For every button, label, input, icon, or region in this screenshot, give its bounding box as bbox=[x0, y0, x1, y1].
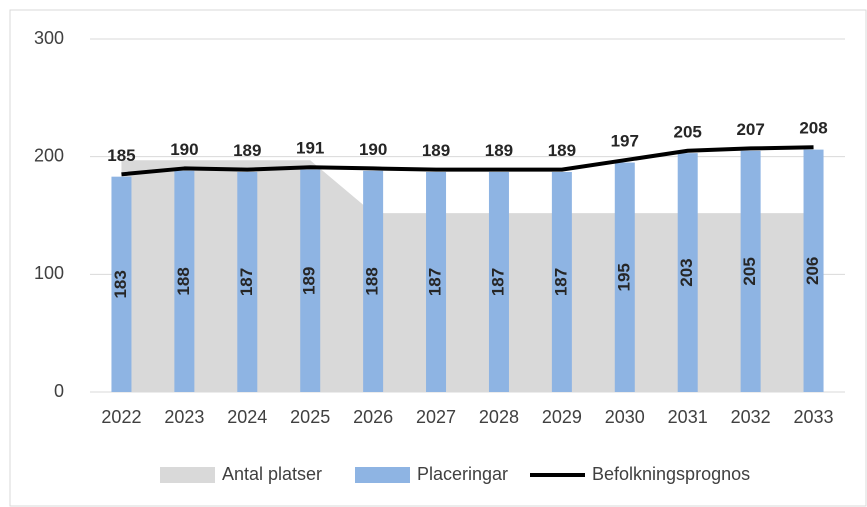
bar-value-label: 189 bbox=[300, 267, 319, 295]
x-tick-label: 2028 bbox=[479, 407, 519, 427]
bar bbox=[803, 149, 824, 392]
line bbox=[121, 145, 814, 177]
line-value-label: 190 bbox=[170, 140, 198, 159]
bar bbox=[174, 170, 195, 392]
legend-label: Placeringar bbox=[417, 464, 508, 484]
x-tick-label: 2030 bbox=[605, 407, 645, 427]
bar-value-label: 203 bbox=[677, 258, 696, 286]
y-tick-label: 200 bbox=[34, 145, 64, 165]
x-tick-label: 2025 bbox=[290, 407, 330, 427]
line-value-label: 189 bbox=[485, 141, 513, 160]
line-value-label: 208 bbox=[799, 119, 827, 138]
bar-value-label: 187 bbox=[237, 268, 256, 296]
bar-value-label: 206 bbox=[803, 257, 822, 285]
bar bbox=[426, 171, 447, 392]
bar-value-label: 187 bbox=[551, 268, 570, 296]
bar-value-label: 205 bbox=[740, 257, 759, 285]
y-tick-label: 300 bbox=[34, 28, 64, 48]
bar bbox=[300, 169, 321, 392]
bar bbox=[677, 153, 698, 392]
x-tick-label: 2022 bbox=[101, 407, 141, 427]
line-value-label: 185 bbox=[107, 146, 135, 165]
line-value-label: 207 bbox=[736, 120, 764, 139]
line-value-label: 189 bbox=[422, 141, 450, 160]
bar bbox=[740, 150, 761, 392]
bar-value-label: 195 bbox=[614, 263, 633, 291]
x-tick-label: 2024 bbox=[227, 407, 267, 427]
x-tick-label: 2026 bbox=[353, 407, 393, 427]
legend-label: Antal platser bbox=[222, 464, 322, 484]
x-tick-label: 2033 bbox=[794, 407, 834, 427]
bar bbox=[111, 176, 132, 392]
line-value-label: 190 bbox=[359, 140, 387, 159]
bar-value-label: 188 bbox=[363, 267, 382, 295]
line-value-label: 205 bbox=[674, 122, 702, 141]
y-tick-label: 0 bbox=[54, 381, 64, 401]
bar-value-label: 188 bbox=[174, 267, 193, 295]
bar bbox=[614, 162, 635, 392]
area bbox=[121, 160, 814, 392]
line-value-label: 197 bbox=[611, 132, 639, 151]
bar-value-label: 187 bbox=[488, 268, 507, 296]
bar bbox=[237, 171, 258, 392]
bar-value-label: 183 bbox=[111, 270, 130, 298]
x-tick-label: 2031 bbox=[668, 407, 708, 427]
y-tick-label: 100 bbox=[34, 263, 64, 283]
bar bbox=[551, 171, 572, 392]
x-tick-label: 2023 bbox=[164, 407, 204, 427]
bar bbox=[363, 170, 384, 392]
line-value-label: 189 bbox=[548, 141, 576, 160]
x-tick-label: 2027 bbox=[416, 407, 456, 427]
legend-swatch bbox=[355, 467, 410, 483]
x-tick-label: 2029 bbox=[542, 407, 582, 427]
x-tick-label: 2032 bbox=[731, 407, 771, 427]
bar-value-label: 187 bbox=[426, 268, 445, 296]
line-value-label: 189 bbox=[233, 141, 261, 160]
legend-swatch bbox=[160, 467, 215, 483]
bar bbox=[488, 171, 509, 392]
line-value-label: 191 bbox=[296, 139, 324, 158]
legend-label: Befolkningsprognos bbox=[592, 464, 750, 484]
